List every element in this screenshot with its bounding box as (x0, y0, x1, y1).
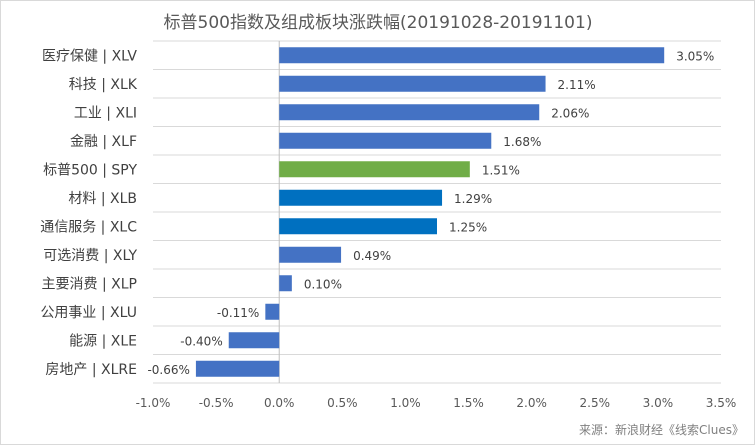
bar (279, 132, 492, 149)
axes: -1.0% -0.5% 0.0% 0.5% 1.0% 1.5% 2.0% 2.5% 3.0% 3.… (136, 41, 737, 410)
bar (228, 332, 280, 349)
bar (279, 218, 437, 235)
category-label: 标普500 | SPY (43, 162, 137, 178)
x-tick-label: 0.5% (327, 396, 358, 410)
x-tick-label: -1.0% (136, 396, 171, 410)
bar (265, 303, 280, 320)
category-label: 房地产 | XLRE (45, 362, 137, 378)
category-label: 材料 | XLB (68, 191, 137, 207)
data-label: 3.05% (676, 49, 714, 63)
bar (279, 189, 443, 206)
category-label: 能源 | XLE (69, 333, 137, 349)
data-label: 1.68% (503, 135, 541, 149)
x-tick-label: 3.5% (706, 396, 737, 410)
bar (279, 75, 546, 92)
x-tick-label: 0.0% (264, 396, 295, 410)
source-note: 来源：新浪财经《线索Clues》 (579, 422, 744, 437)
bar (279, 161, 470, 178)
x-tick-label: 2.5% (580, 396, 611, 410)
category-label: 工业 | XLI (74, 105, 137, 121)
bar (279, 275, 292, 292)
x-tick-label: 2.0% (516, 396, 547, 410)
gridlines (153, 40, 721, 384)
data-label: 2.11% (558, 78, 596, 92)
bar (195, 360, 280, 377)
data-label: 1.51% (482, 163, 520, 177)
data-label: 1.29% (454, 192, 492, 206)
x-tick-label: 1.5% (453, 396, 484, 410)
category-label: 可选消费 | XLY (43, 248, 137, 264)
category-label: 主要消费 | XLP (42, 276, 137, 292)
data-label: 0.49% (353, 249, 391, 263)
x-tick-label: 3.0% (643, 396, 674, 410)
x-tick-label: -0.5% (199, 396, 234, 410)
category-label: 通信服务 | XLC (40, 219, 137, 235)
bar (279, 104, 540, 121)
bar (279, 246, 342, 263)
chart-title: 标普500指数及组成板块涨跌幅(20191028-20191101) (164, 13, 593, 33)
category-label: 医疗保健 | XLV (42, 48, 137, 64)
data-label: -0.40% (180, 334, 222, 348)
data-label: 1.25% (449, 220, 487, 234)
category-label: 公用事业 | XLU (40, 305, 137, 321)
x-tick-label: 1.0% (390, 396, 421, 410)
category-label: 金融 | XLF (70, 134, 137, 150)
bar (279, 47, 665, 64)
bars (195, 47, 665, 377)
data-label: 0.10% (304, 277, 342, 291)
data-label: -0.66% (147, 363, 189, 377)
category-label: 科技 | XLK (69, 77, 138, 93)
labels: 医疗保健 | XLV 3.05% 科技 | XLK 2.11% 工业 | XLI 2.06… (40, 48, 714, 378)
data-label: 2.06% (551, 106, 589, 120)
data-label: -0.11% (217, 306, 259, 320)
